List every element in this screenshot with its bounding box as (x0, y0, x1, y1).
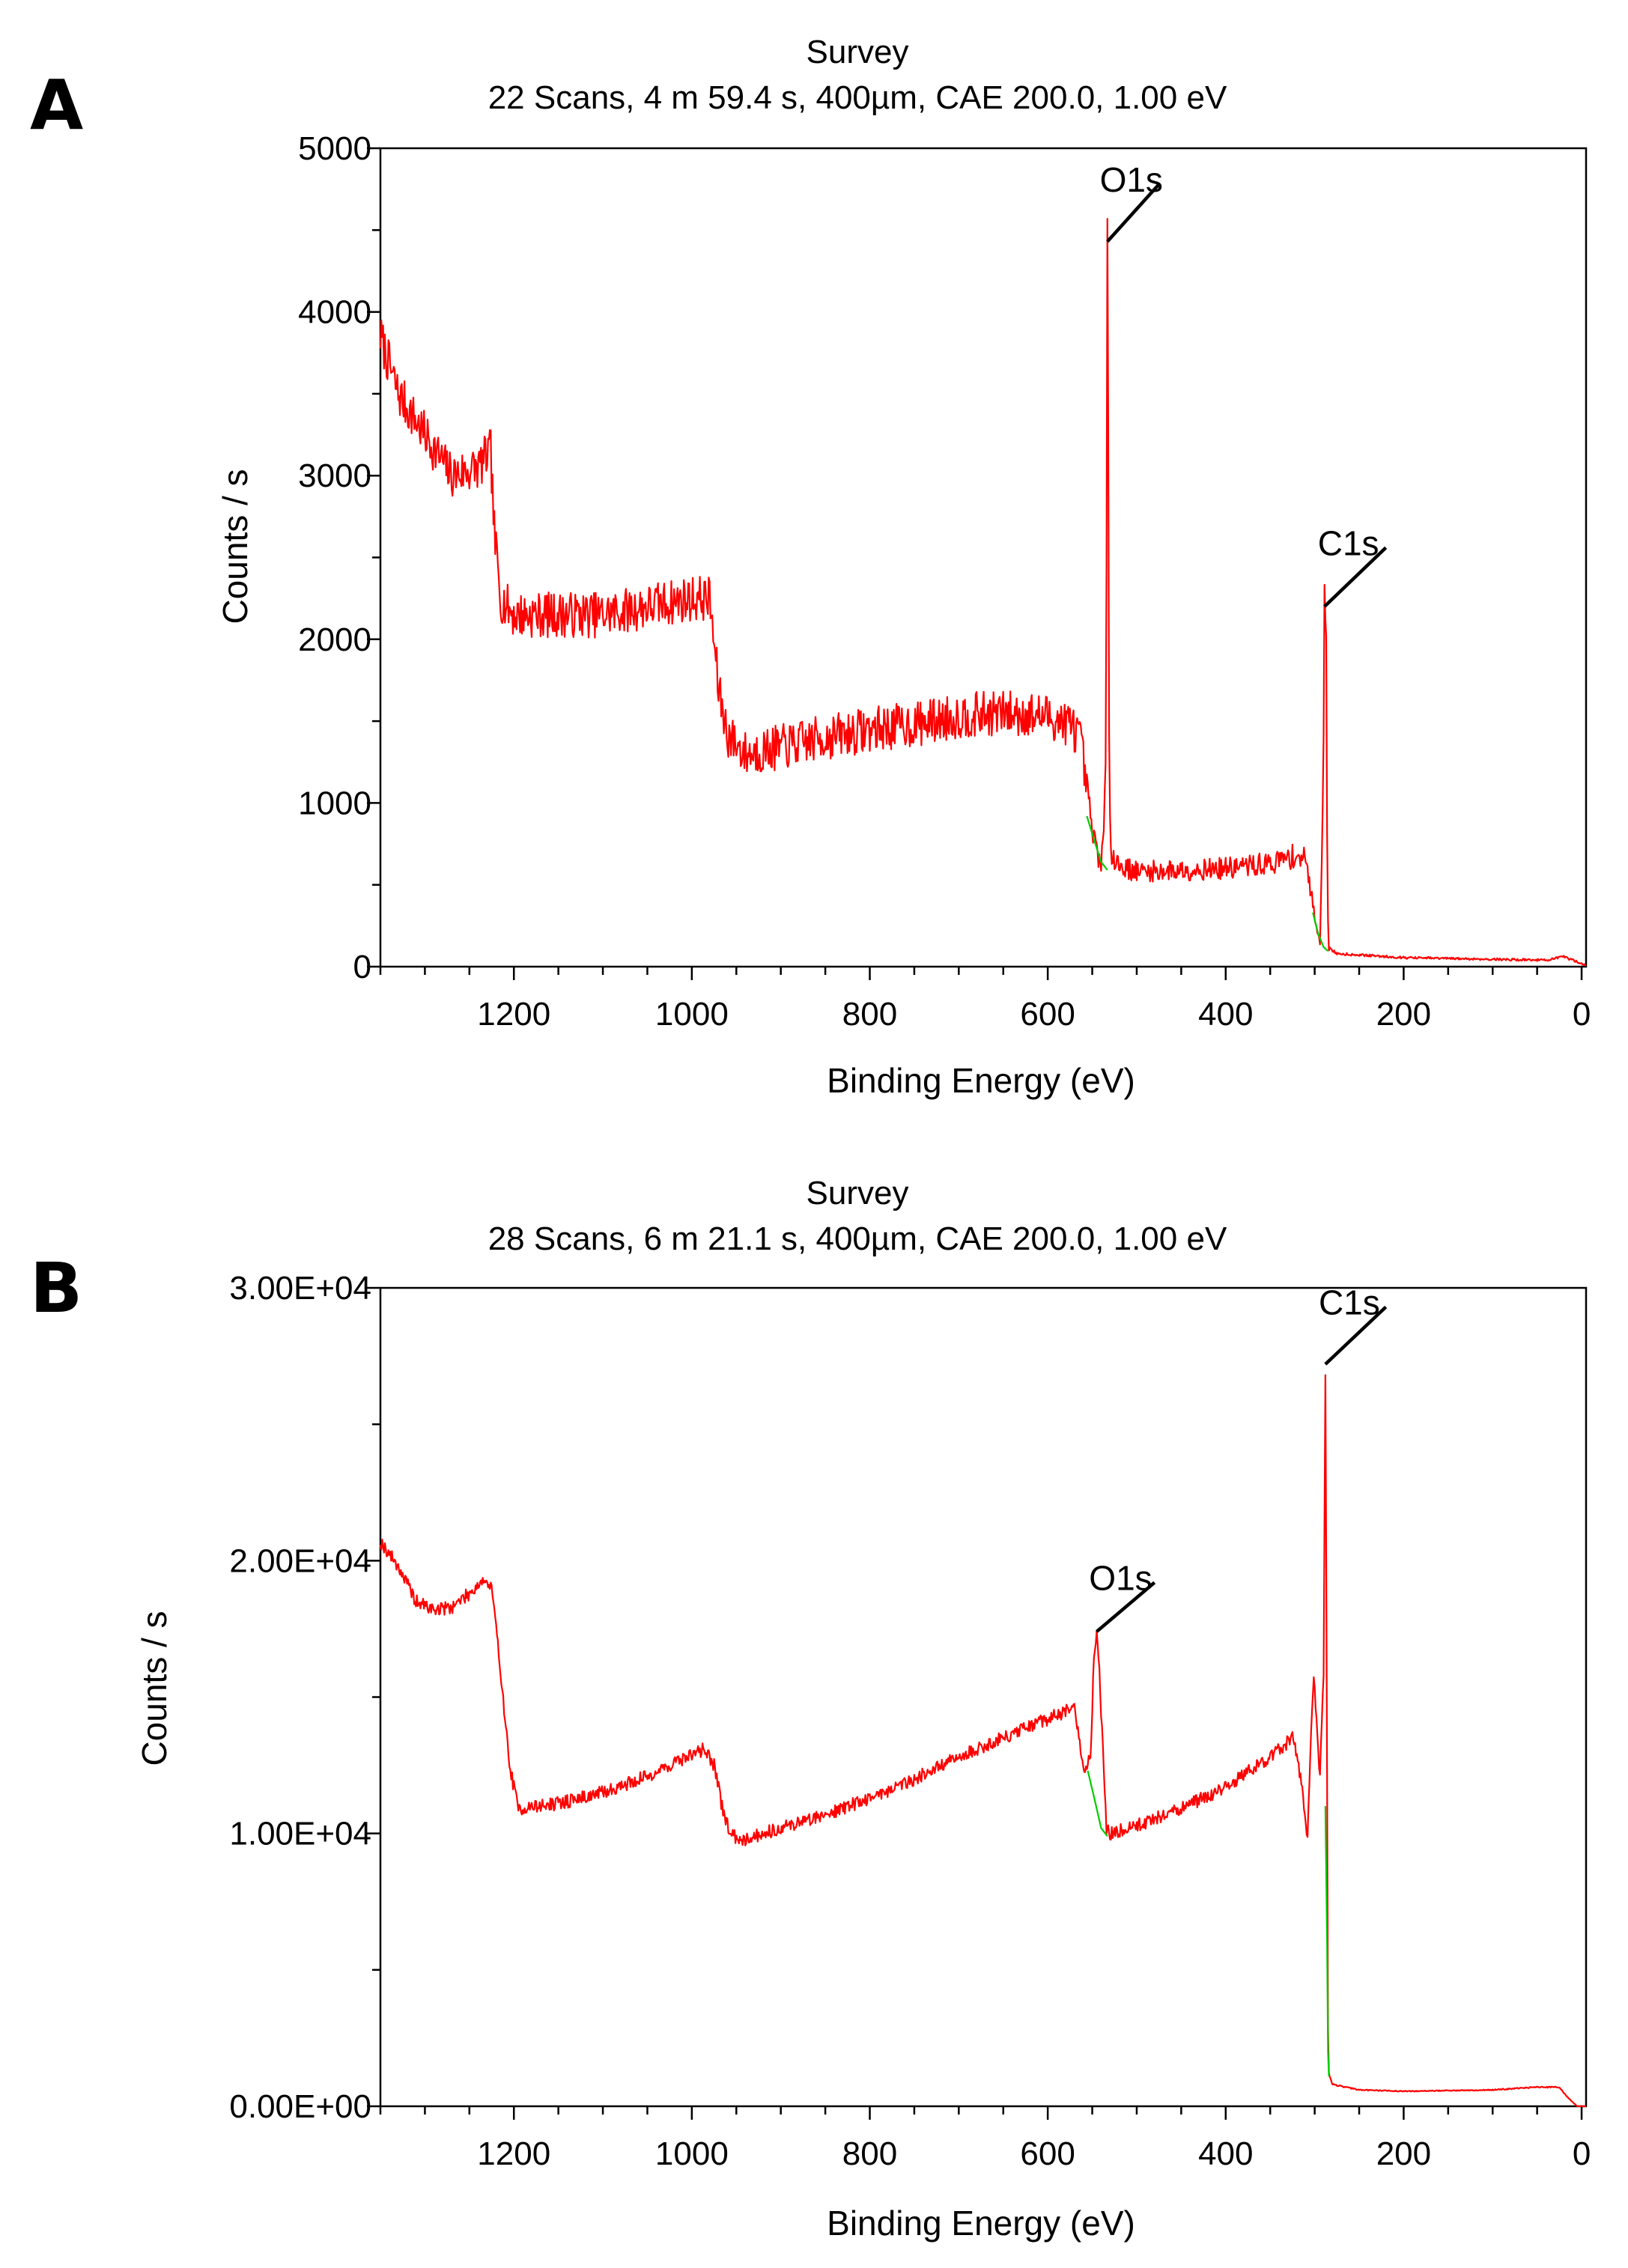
x-tick-label: 600 (1020, 996, 1075, 1033)
y-axis-label-b: Counts / s (135, 1611, 174, 1766)
series-b (379, 1374, 1587, 2108)
y-tick-label: 1000 (298, 785, 371, 821)
background-line (1312, 912, 1329, 952)
chart-title-b: Survey (807, 1175, 909, 1211)
y-tick-label: 2000 (298, 621, 371, 658)
plot-frame-a (379, 147, 1588, 968)
y-tick-label: 3.00E+04 (229, 1270, 371, 1307)
plot-frame-b (379, 1286, 1588, 2108)
ticks-a: 1200 1000 800 600 400 200 00100020003000400050… (298, 130, 1591, 1033)
x-tick-label: 400 (1198, 996, 1253, 1033)
y-tick-label: 0 (353, 949, 371, 985)
x-tick-label: 800 (842, 996, 897, 1033)
peak-labels-a: O1s C1s (1100, 160, 1388, 608)
peak-leader-line (1324, 1305, 1388, 1366)
y-tick-label: 2.00E+04 (229, 1542, 371, 1579)
panel-letter-b: B (30, 1248, 82, 1328)
panel-b: B Survey 28 Scans, 6 m 21.1 s, 400µm, CA… (30, 1175, 1591, 2243)
peak-label-o1s: O1s (1089, 1558, 1152, 1597)
x-tick-label: 1000 (655, 2135, 729, 2172)
y-tick-label: 3000 (298, 457, 371, 494)
x-axis-label-a: Binding Energy (eV) (827, 1061, 1135, 1100)
y-tick-label: 0.00E+00 (229, 2088, 371, 2125)
peak-label-c1s: C1s (1318, 523, 1379, 562)
y-tick-label: 4000 (298, 294, 371, 331)
x-tick-label: 400 (1198, 2135, 1253, 2172)
x-tick-label: 1200 (477, 2135, 550, 2172)
x-tick-label: 600 (1020, 2135, 1075, 2172)
background-line (1087, 1770, 1108, 1837)
x-axis-label-b: Binding Energy (eV) (827, 2204, 1135, 2243)
peak-label-c1s: C1s (1319, 1283, 1380, 1322)
peak-label-o1s: O1s (1100, 160, 1163, 199)
x-tick-label: 200 (1376, 2135, 1431, 2172)
background-line (1086, 815, 1108, 871)
x-tick-label: 0 (1573, 2135, 1591, 2172)
chart-title-a: Survey (807, 34, 909, 70)
peak-leader-line (1323, 546, 1388, 608)
background-line (1324, 1806, 1330, 2076)
x-tick-label: 1000 (655, 996, 729, 1033)
spectrum-line (379, 218, 1587, 967)
x-tick-label: 200 (1376, 996, 1431, 1033)
series-a (379, 218, 1587, 967)
y-tick-label: 5000 (298, 130, 371, 167)
peak-labels-b: O1s C1s (1089, 1283, 1388, 1633)
x-tick-label: 0 (1573, 996, 1591, 1033)
panel-letter-a: A (30, 65, 83, 145)
spectrum-line (379, 1374, 1587, 2108)
y-tick-label: 1.00E+04 (229, 1816, 371, 1852)
peak-leader-line (1106, 183, 1161, 243)
x-tick-label: 800 (842, 2135, 897, 2172)
chart-subtitle-b: 28 Scans, 6 m 21.1 s, 400µm, CAE 200.0, … (488, 1220, 1227, 1257)
ticks-b: 1200 1000 800 600 400 200 0 0.00E+00 1.00E+04 2.0… (229, 1270, 1591, 2172)
x-tick-label: 1200 (477, 996, 550, 1033)
chart-subtitle-a: 22 Scans, 4 m 59.4 s, 400µm, CAE 200.0, … (488, 79, 1227, 116)
panel-a: A Survey 22 Scans, 4 m 59.4 s, 400µm, CA… (30, 34, 1591, 1100)
y-axis-label-a: Counts / s (216, 469, 255, 624)
peak-leader-line (1096, 1581, 1156, 1633)
